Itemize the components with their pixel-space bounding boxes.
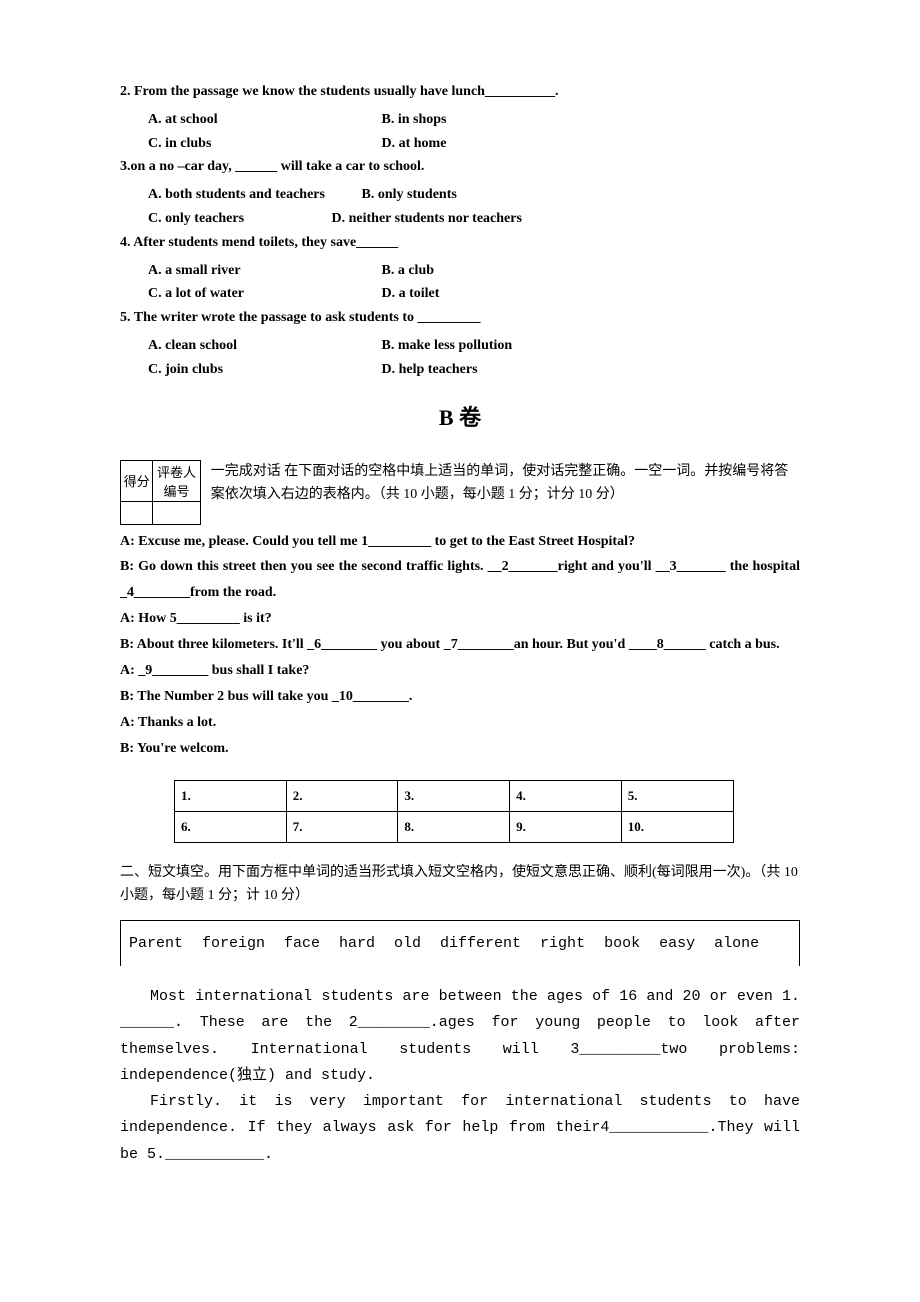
dialog-line-8: B: You're welcom.: [120, 736, 800, 762]
q3-d: D. neither students nor teachers: [332, 207, 522, 231]
dialog-line-4: B: About three kilometers. It'll _6_____…: [120, 632, 800, 658]
grader-cell[interactable]: [153, 501, 200, 524]
score-cell[interactable]: [121, 501, 153, 524]
grader-label: 评卷人编号: [153, 460, 200, 501]
passage: Most international students are between …: [120, 984, 800, 1168]
answer-table: 1. 2. 3. 4. 5. 6. 7. 8. 9. 10.: [174, 780, 734, 843]
score-table: 得分 评卷人编号: [120, 460, 201, 525]
section1-instructions: 一完成对话 在下面对话的空格中填上适当的单词，使对话完整正确。一空一词。并按编号…: [211, 460, 800, 508]
q3-c: C. only teachers: [148, 207, 328, 231]
q2-stem: 2. From the passage we know the students…: [120, 80, 800, 104]
q5-options: A. clean school B. make less pollution C…: [120, 334, 800, 382]
q3-a: A. both students and teachers: [148, 183, 358, 207]
q4-b: B. a club: [382, 259, 435, 283]
score-label: 得分: [121, 460, 153, 501]
dialog-line-7: A: Thanks a lot.: [120, 710, 800, 736]
q3-b: B. only students: [362, 183, 457, 207]
q4-options: A. a small river B. a club C. a lot of w…: [120, 259, 800, 307]
paper-b-title: B 卷: [120, 400, 800, 432]
q2-c: C. in clubs: [148, 132, 378, 156]
q5-c: C. join clubs: [148, 358, 378, 382]
q2-a: A. at school: [148, 108, 378, 132]
dialog-line-3: A: How 5_________ is it?: [120, 606, 800, 632]
dialog-line-6: B: The Number 2 bus will take you _10___…: [120, 684, 800, 710]
reading-questions: 2. From the passage we know the students…: [120, 80, 800, 382]
q4-c: C. a lot of water: [148, 282, 378, 306]
q5-b: B. make less pollution: [382, 334, 513, 358]
answer-cell-2[interactable]: 2.: [286, 780, 398, 811]
answer-cell-6[interactable]: 6.: [175, 811, 287, 842]
answer-cell-4[interactable]: 4.: [510, 780, 622, 811]
answer-cell-10[interactable]: 10.: [621, 811, 733, 842]
q5-d: D. help teachers: [382, 358, 478, 382]
answer-cell-7[interactable]: 7.: [286, 811, 398, 842]
q5-a: A. clean school: [148, 334, 378, 358]
passage-p1: Most international students are between …: [120, 984, 800, 1089]
dialog-block: A: Excuse me, please. Could you tell me …: [120, 529, 800, 762]
score-row: 得分 评卷人编号 一完成对话 在下面对话的空格中填上适当的单词，使对话完整正确。…: [120, 460, 800, 525]
q4-a: A. a small river: [148, 259, 378, 283]
dialog-line-5: A: _9________ bus shall I take?: [120, 658, 800, 684]
q3-stem: 3.on a no –car day, ______ will take a c…: [120, 155, 800, 179]
answer-cell-3[interactable]: 3.: [398, 780, 510, 811]
passage-p2: Firstly. it is very important for intern…: [120, 1089, 800, 1168]
q4-d: D. a toilet: [382, 282, 440, 306]
q4-stem: 4. After students mend toilets, they sav…: [120, 231, 800, 255]
q3-options: A. both students and teachers B. only st…: [120, 183, 800, 231]
q5-stem: 5. The writer wrote the passage to ask s…: [120, 306, 800, 330]
word-box: Parent foreign face hard old different r…: [120, 920, 800, 966]
answer-cell-1[interactable]: 1.: [175, 780, 287, 811]
q2-b: B. in shops: [382, 108, 447, 132]
answer-cell-9[interactable]: 9.: [510, 811, 622, 842]
dialog-line-2: B: Go down this street then you see the …: [120, 554, 800, 606]
dialog-line-1: A: Excuse me, please. Could you tell me …: [120, 529, 800, 555]
answer-cell-8[interactable]: 8.: [398, 811, 510, 842]
answer-cell-5[interactable]: 5.: [621, 780, 733, 811]
section2-instructions: 二、短文填空。用下面方框中单词的适当形式填入短文空格内，使短文意思正确、顺利(每…: [120, 861, 800, 909]
q2-d: D. at home: [382, 132, 447, 156]
q2-options: A. at school B. in shops C. in clubs D. …: [120, 108, 800, 156]
